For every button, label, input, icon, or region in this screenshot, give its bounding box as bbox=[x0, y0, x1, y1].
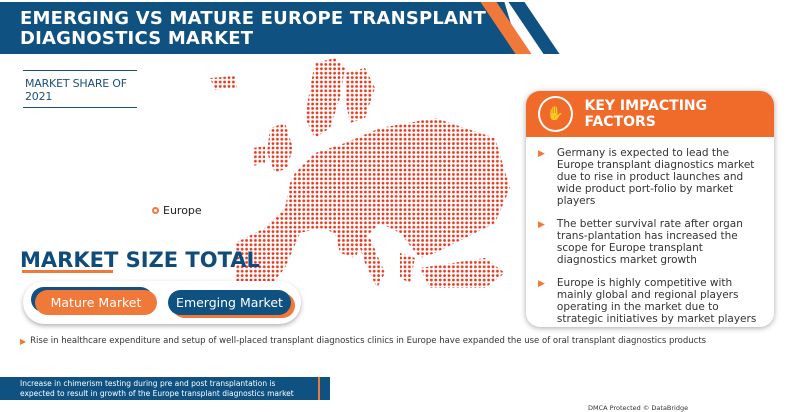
factor-item: ▶ Europe is highly competitive with mainl… bbox=[538, 277, 760, 325]
bullet-arrow-icon: ▶ bbox=[538, 220, 545, 230]
factor-item: ▶ Germany is expected to lead the Europe … bbox=[538, 147, 760, 207]
dmca-notice: DMCA Protected © DataBridge bbox=[588, 404, 689, 412]
factor-text: Germany is expected to lead the Europe t… bbox=[556, 147, 755, 207]
map-italy bbox=[355, 233, 385, 288]
map-mainland bbox=[235, 118, 510, 298]
bullet-arrow-icon: ▶ bbox=[20, 337, 27, 346]
map-finland bbox=[345, 68, 375, 123]
europe-dot-map bbox=[210, 58, 510, 298]
market-type-container: Mature Market Emerging Market bbox=[23, 281, 301, 324]
factor-text: Europe is highly competitive with mainly… bbox=[556, 277, 757, 325]
bullet-arrow-icon: ▶ bbox=[538, 279, 545, 289]
key-factors-title: KEY IMPACTING FACTORS bbox=[584, 98, 708, 130]
footer-banner: Increase in chimerism testing during pre… bbox=[0, 377, 330, 408]
bullet-arrow-icon: ▶ bbox=[538, 149, 545, 159]
map-greece bbox=[400, 253, 415, 283]
factor-text: The better survival rate after organ tra… bbox=[556, 218, 743, 266]
hand-key-icon: ✋ bbox=[538, 96, 573, 132]
factor-item: ▶ The better survival rate after organ tr… bbox=[538, 218, 760, 266]
key-factors-header: ✋ KEY IMPACTING FACTORS bbox=[526, 91, 774, 137]
footer-text: Increase in chimerism testing during pre… bbox=[20, 379, 294, 408]
map-uk bbox=[267, 123, 293, 173]
title-line-1: EMERGING VS MATURE EUROPE TRANSPLANT bbox=[20, 8, 486, 29]
key-factors-card: ✋ KEY IMPACTING FACTORS ▶ Germany is expe… bbox=[526, 91, 774, 327]
note-text: Rise in healthcare expenditure and setup… bbox=[30, 336, 707, 346]
map-iceland bbox=[210, 76, 237, 90]
title-banner: EMERGING VS MATURE EUROPE TRANSPLANT DIA… bbox=[0, 2, 520, 54]
market-share-label: MARKET SHARE OF 2021 bbox=[23, 70, 137, 108]
map-turkey bbox=[420, 258, 505, 288]
market-size-title: MARKET SIZE TOTAL bbox=[20, 248, 260, 272]
footer-accent bbox=[318, 377, 320, 400]
page-title: EMERGING VS MATURE EUROPE TRANSPLANT DIA… bbox=[20, 9, 486, 49]
map-scandinavia bbox=[305, 58, 345, 138]
title-line-2: DIAGNOSTICS MARKET bbox=[20, 28, 254, 49]
market-note: ▶ Rise in healthcare expenditure and set… bbox=[20, 336, 706, 347]
mature-market-button[interactable]: Mature Market bbox=[35, 290, 157, 315]
europe-legend: Europe bbox=[152, 204, 202, 217]
europe-label: Europe bbox=[163, 204, 202, 217]
legend-dot-icon bbox=[152, 207, 159, 214]
map-ireland bbox=[253, 146, 265, 166]
emerging-market-button[interactable]: Emerging Market bbox=[168, 290, 291, 315]
title-underline bbox=[22, 270, 113, 273]
